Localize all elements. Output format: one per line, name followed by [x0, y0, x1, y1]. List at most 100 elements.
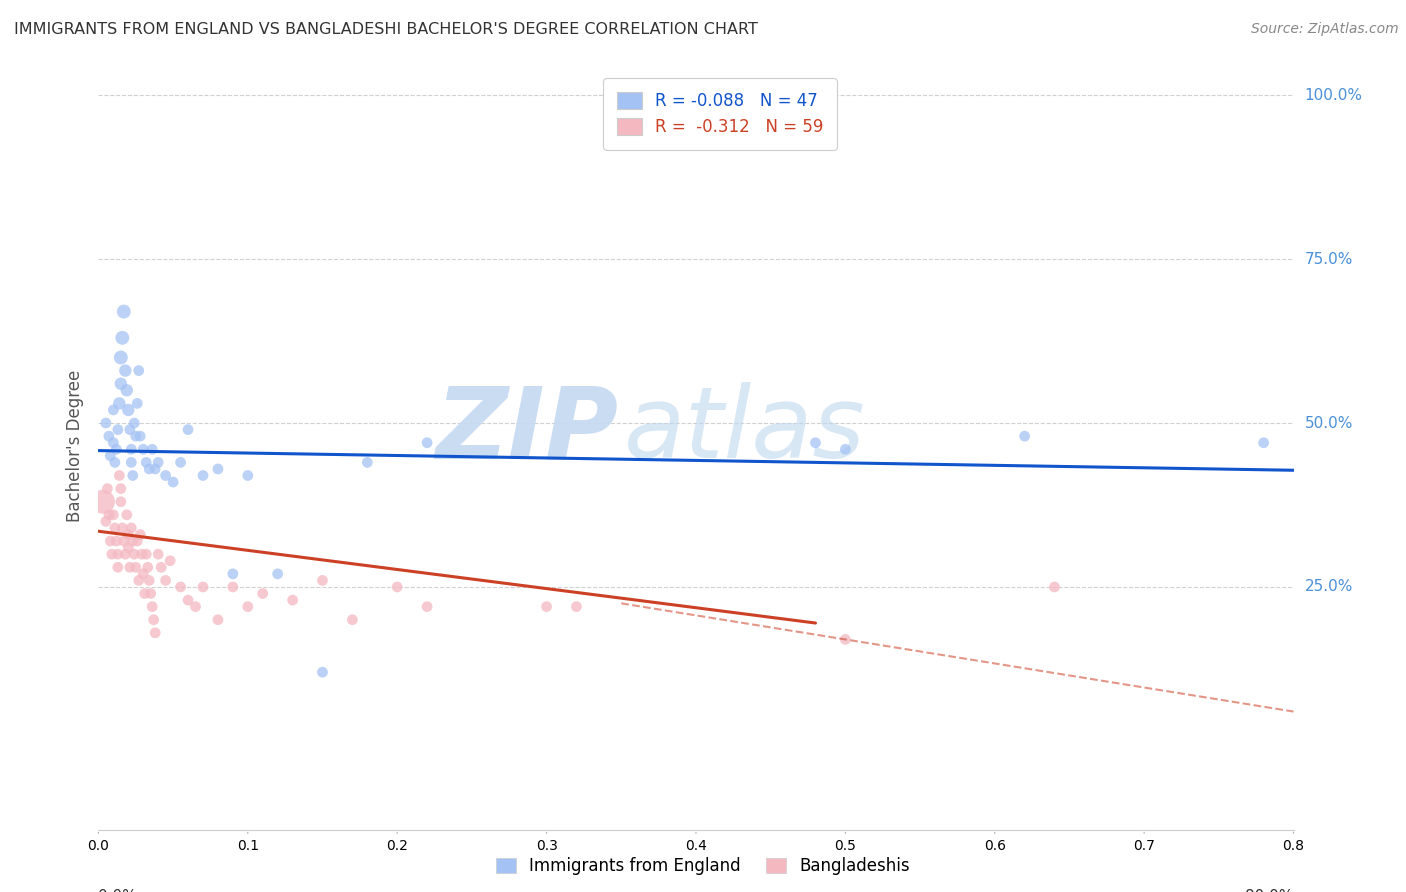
Point: [267, 566, 290, 581]
Point: [103, 435, 125, 450]
Point: [117, 541, 139, 555]
Point: [108, 396, 131, 410]
Point: [128, 363, 150, 377]
Point: [110, 376, 132, 391]
Point: [311, 665, 333, 680]
Point: [94, 416, 117, 430]
Point: [117, 527, 139, 541]
Point: [98, 534, 122, 549]
Point: [131, 547, 153, 561]
Text: 75.0%: 75.0%: [1305, 252, 1353, 267]
Point: [129, 527, 152, 541]
Point: [105, 442, 128, 457]
Point: [159, 554, 181, 568]
Point: [155, 574, 177, 588]
Point: [104, 521, 127, 535]
Point: [134, 586, 156, 600]
Point: [120, 455, 142, 469]
Point: [115, 384, 138, 398]
Point: [191, 580, 214, 594]
Point: [117, 403, 139, 417]
Point: [132, 566, 155, 581]
Point: [127, 534, 149, 549]
Point: [155, 468, 177, 483]
Point: [132, 442, 155, 457]
Text: Source: ZipAtlas.com: Source: ZipAtlas.com: [1251, 22, 1399, 37]
Text: 100.0%: 100.0%: [1305, 87, 1362, 103]
Legend: Immigrants from England, Bangladeshis: Immigrants from England, Bangladeshis: [488, 849, 918, 884]
Point: [138, 462, 160, 476]
Point: [169, 455, 191, 469]
Point: [135, 455, 157, 469]
Text: 0.0%: 0.0%: [98, 888, 138, 892]
Point: [142, 613, 165, 627]
Point: [107, 547, 129, 561]
Point: [1253, 435, 1275, 450]
Point: [191, 468, 214, 483]
Point: [94, 515, 117, 529]
Point: [127, 396, 149, 410]
Point: [804, 435, 827, 450]
Point: [141, 442, 163, 457]
Point: [135, 547, 157, 561]
Point: [385, 580, 409, 594]
Point: [125, 429, 148, 443]
Point: [311, 574, 333, 588]
Point: [236, 468, 259, 483]
Point: [207, 462, 229, 476]
Point: [416, 435, 439, 450]
Point: [124, 416, 146, 430]
Point: [222, 580, 245, 594]
Point: [207, 613, 229, 627]
Point: [129, 429, 152, 443]
Point: [141, 599, 163, 614]
Point: [110, 482, 132, 496]
Text: ZIP: ZIP: [436, 382, 619, 479]
Point: [177, 593, 200, 607]
Point: [103, 403, 125, 417]
Point: [128, 574, 150, 588]
Point: [121, 468, 143, 483]
Point: [120, 442, 142, 457]
Point: [143, 462, 166, 476]
Point: [98, 449, 122, 463]
Point: [125, 560, 148, 574]
Text: 25.0%: 25.0%: [1305, 580, 1353, 594]
Point: [416, 599, 439, 614]
Point: [114, 547, 136, 561]
Point: [138, 574, 160, 588]
Point: [103, 508, 125, 522]
Point: [104, 455, 127, 469]
Point: [150, 560, 173, 574]
Point: [536, 599, 558, 614]
Point: [118, 560, 141, 574]
Point: [252, 586, 274, 600]
Point: [169, 580, 191, 594]
Point: [121, 534, 143, 549]
Point: [124, 547, 146, 561]
Point: [136, 560, 159, 574]
Point: [118, 423, 141, 437]
Point: [162, 475, 184, 489]
Point: [148, 547, 170, 561]
Point: [107, 560, 129, 574]
Point: [356, 455, 378, 469]
Point: [91, 494, 114, 508]
Point: [1043, 580, 1066, 594]
Point: [222, 566, 245, 581]
Point: [115, 508, 138, 522]
Text: IMMIGRANTS FROM ENGLAND VS BANGLADESHI BACHELOR'S DEGREE CORRELATION CHART: IMMIGRANTS FROM ENGLAND VS BANGLADESHI B…: [14, 22, 758, 37]
Point: [111, 331, 134, 345]
Point: [148, 455, 170, 469]
Point: [97, 508, 120, 522]
Point: [112, 304, 135, 318]
Point: [96, 482, 118, 496]
Text: 80.0%: 80.0%: [1246, 888, 1294, 892]
Point: [114, 363, 136, 377]
Text: atlas: atlas: [624, 382, 866, 479]
Point: [107, 423, 129, 437]
Point: [110, 494, 132, 508]
Point: [110, 351, 132, 365]
Point: [105, 534, 128, 549]
Point: [236, 599, 259, 614]
